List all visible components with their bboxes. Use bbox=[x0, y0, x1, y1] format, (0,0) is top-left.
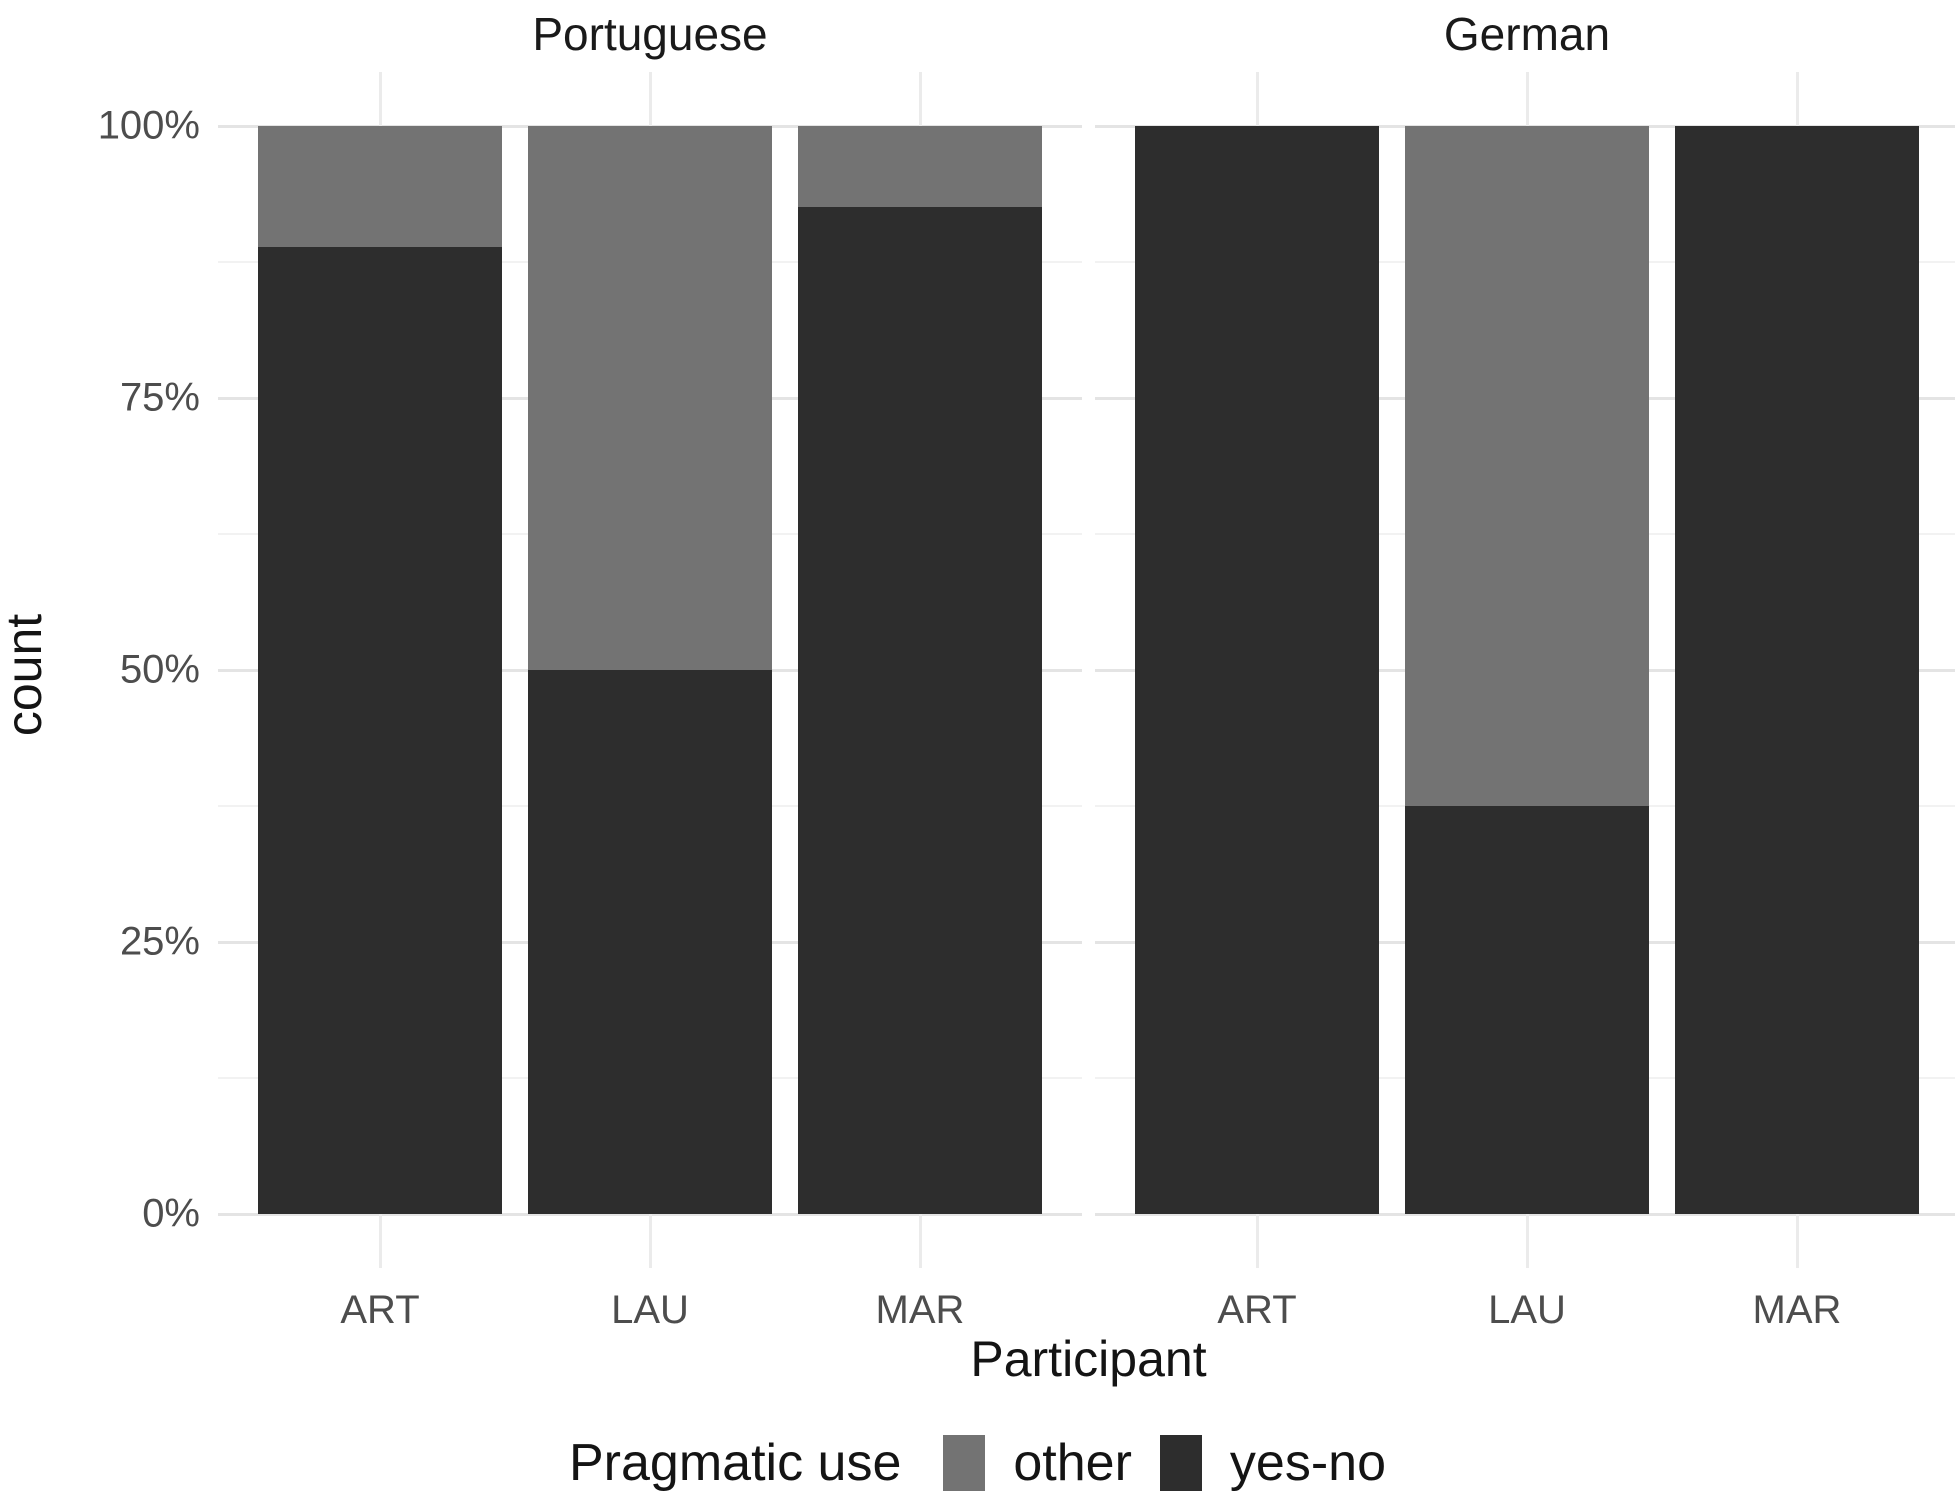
bar-segment-yes-no bbox=[258, 246, 502, 1214]
legend-label-other: other bbox=[1013, 1434, 1132, 1492]
bar-segment-yes-no bbox=[1675, 126, 1919, 1214]
panel-german bbox=[1095, 72, 1955, 1268]
legend-key-other bbox=[943, 1435, 986, 1491]
x-tick-label-portuguese-art: ART bbox=[340, 1288, 420, 1332]
facet-title-portuguese: Portuguese bbox=[532, 8, 768, 60]
x-tick-label-german-art: ART bbox=[1217, 1288, 1297, 1332]
legend-label-yes-no: yes-no bbox=[1229, 1434, 1386, 1492]
bar-segment-other bbox=[528, 126, 772, 670]
bar-segment-other bbox=[1405, 126, 1649, 806]
bar-german-lau bbox=[1405, 126, 1649, 1214]
bar-segment-yes-no bbox=[798, 206, 1042, 1214]
x-tick-label-portuguese-mar: MAR bbox=[875, 1288, 965, 1332]
panel-portuguese bbox=[218, 72, 1082, 1268]
bar-segment-other bbox=[798, 126, 1042, 207]
bar-german-mar bbox=[1675, 126, 1919, 1214]
bar-segment-yes-no bbox=[1135, 126, 1379, 1214]
y-tick-label: 0% bbox=[142, 1191, 200, 1236]
legend-key-yes-no bbox=[1159, 1435, 1202, 1491]
bar-german-art bbox=[1135, 126, 1379, 1214]
bar-segment-other bbox=[258, 126, 502, 247]
gridline-major bbox=[1095, 1212, 1955, 1216]
bar-segment-yes-no bbox=[1405, 806, 1649, 1214]
y-tick-label: 75% bbox=[119, 375, 200, 420]
legend-items: other yes-no bbox=[943, 1433, 1386, 1493]
x-tick-label-german-lau: LAU bbox=[1488, 1288, 1566, 1332]
x-tick-label-german-mar: MAR bbox=[1752, 1288, 1842, 1332]
facet-title-german: German bbox=[1443, 8, 1611, 60]
legend-title: Pragmatic use bbox=[569, 1434, 902, 1492]
y-tick-label: 25% bbox=[119, 919, 200, 964]
bar-portuguese-art bbox=[258, 126, 502, 1214]
bar-portuguese-mar bbox=[798, 126, 1042, 1214]
x-tick-label-portuguese-lau: LAU bbox=[611, 1288, 689, 1332]
x-axis-title: Participant bbox=[970, 1331, 1207, 1387]
legend: Pragmatic use other yes-no bbox=[0, 1428, 1955, 1498]
y-tick-label: 100% bbox=[97, 103, 200, 148]
bar-segment-yes-no bbox=[528, 670, 772, 1214]
y-tick-label: 50% bbox=[119, 647, 200, 692]
bar-portuguese-lau bbox=[528, 126, 772, 1214]
